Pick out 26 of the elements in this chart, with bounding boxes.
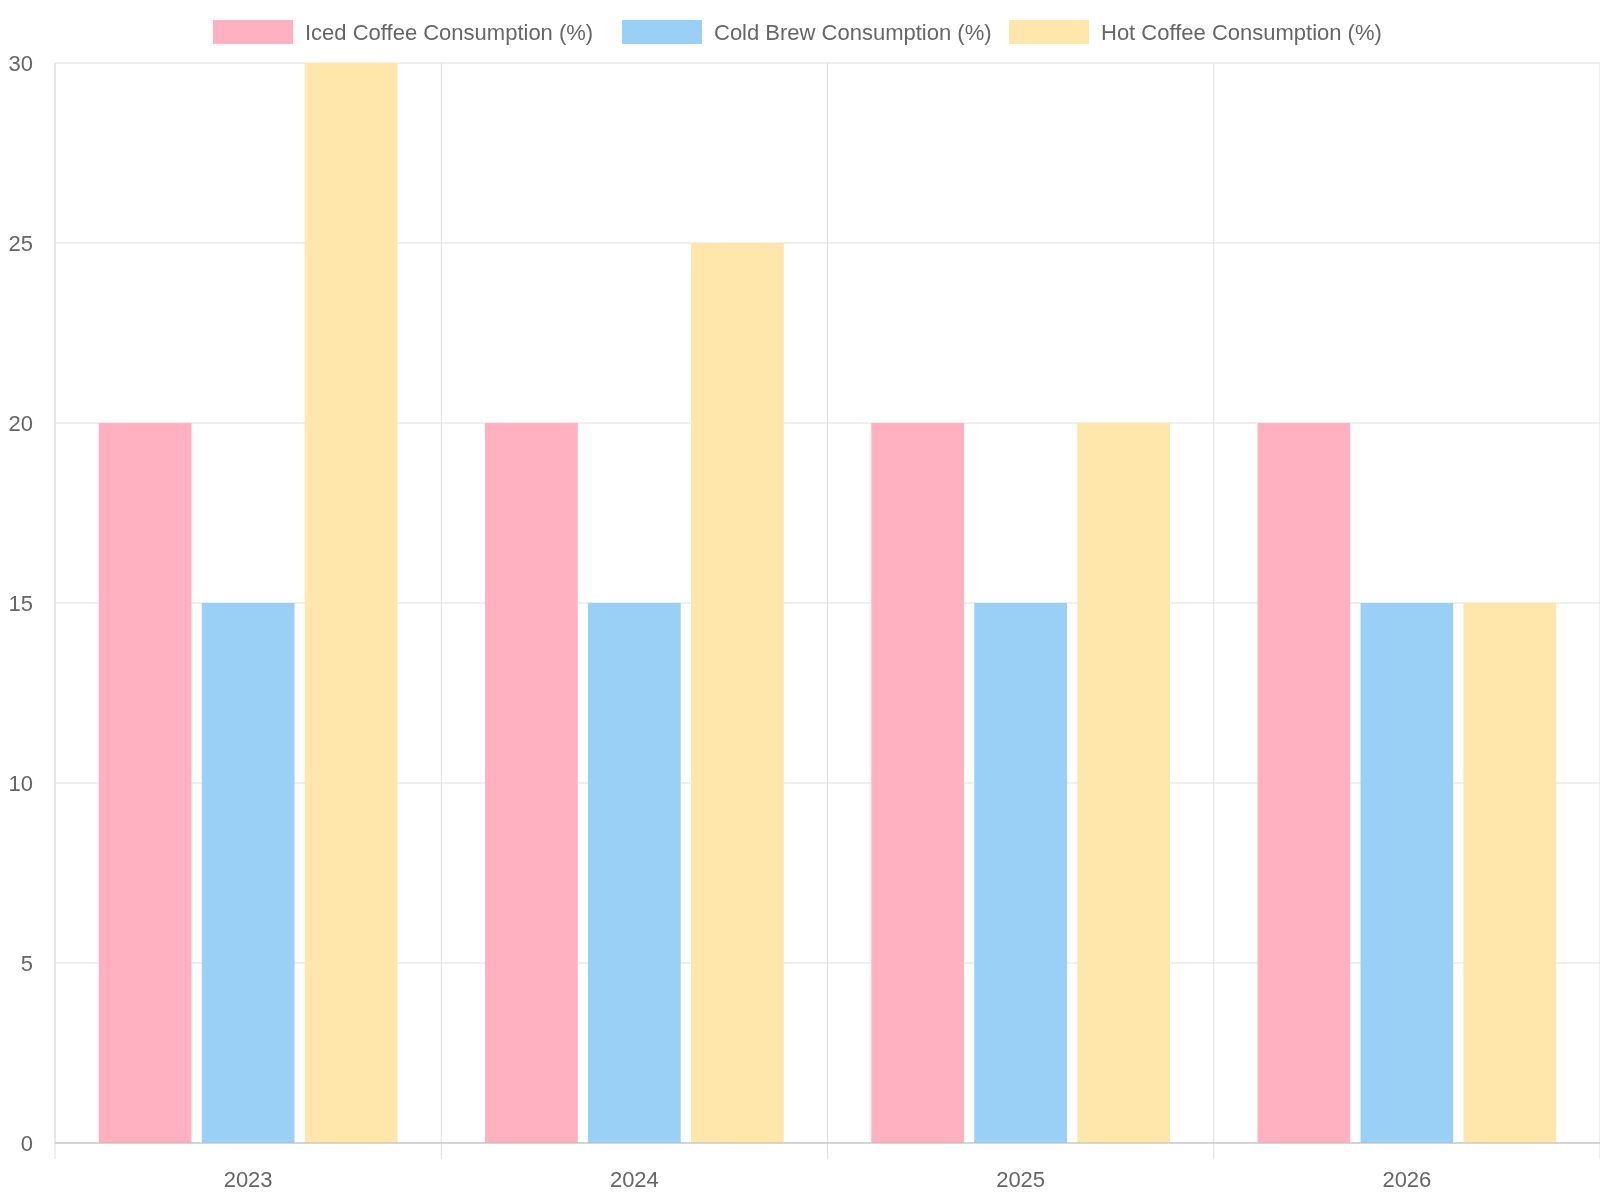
bar [1463,603,1557,1143]
x-tick-label: 2023 [223,1166,273,1192]
bar [98,423,192,1143]
bar [871,423,964,1143]
y-tick-label: 30 [8,50,33,76]
x-tick-label: 2024 [609,1166,659,1192]
y-tick-label: 15 [8,590,33,616]
bar [1077,423,1170,1143]
legend-label: Cold Brew Consumption (%) [714,19,992,45]
y-tick-label: 20 [8,410,33,436]
y-tick-label: 5 [20,950,33,976]
bar [588,603,681,1143]
bar [1360,603,1454,1143]
bar [201,603,295,1143]
y-tick-label: 0 [20,1130,33,1156]
x-tick-label: 2025 [996,1166,1046,1192]
legend-label: Hot Coffee Consumption (%) [1101,19,1382,45]
bar [974,603,1067,1143]
bar [304,63,398,1143]
y-tick-label: 10 [8,770,33,796]
bar [1257,423,1351,1143]
bar [691,243,784,1143]
y-tick-label: 25 [8,230,33,256]
legend-label: Iced Coffee Consumption (%) [305,19,594,45]
bar [485,423,578,1143]
x-tick-label: 2026 [1382,1166,1432,1192]
